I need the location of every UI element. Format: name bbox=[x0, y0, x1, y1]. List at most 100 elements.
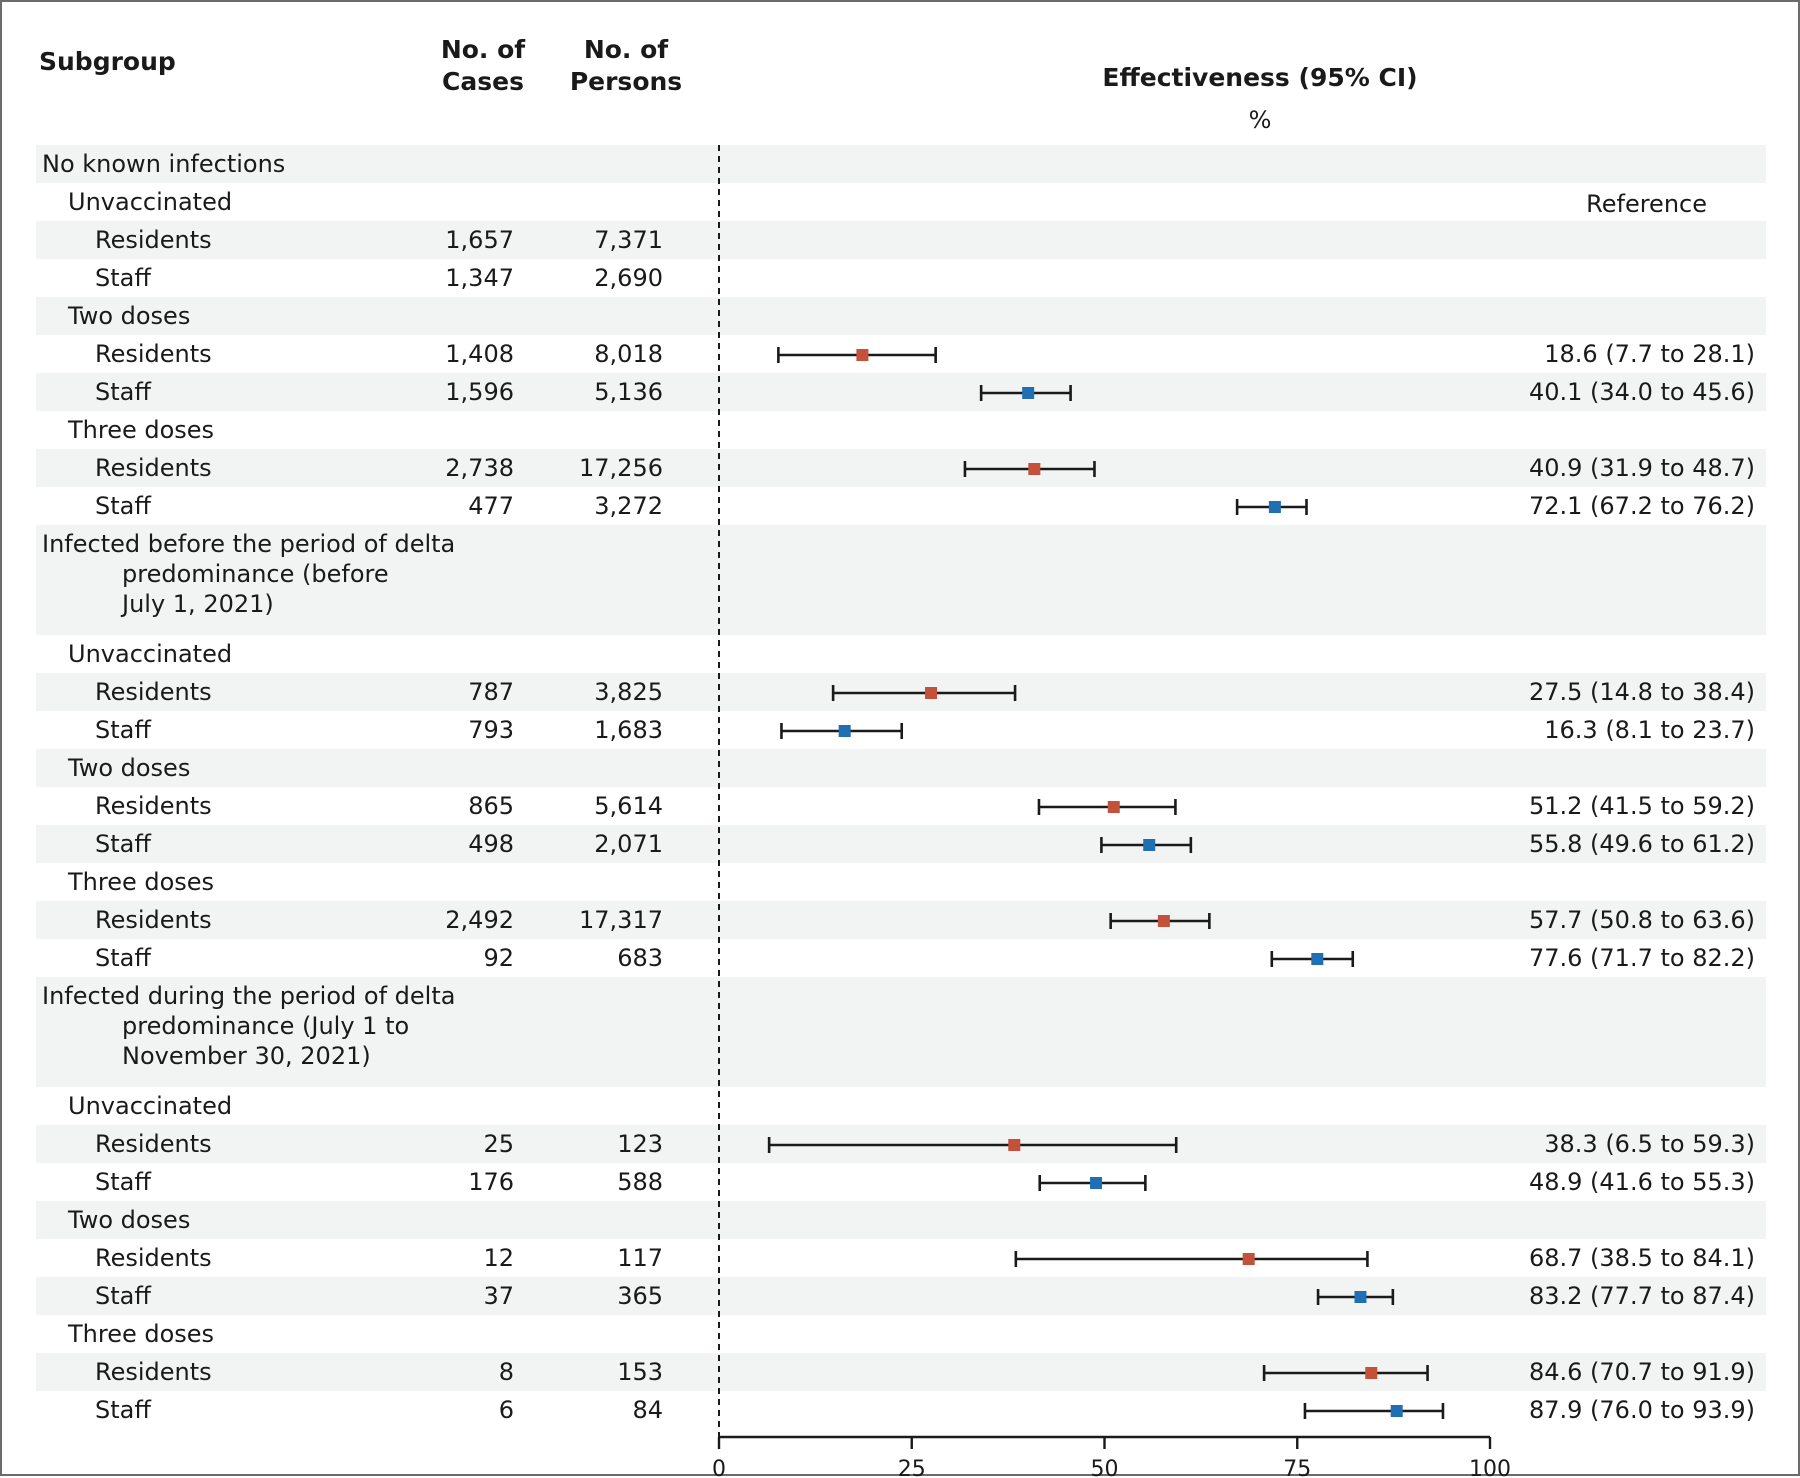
subgroup-label: Unvaccinated bbox=[68, 188, 232, 216]
row-label: Residents bbox=[95, 1244, 212, 1272]
cases-value: 2,492 bbox=[445, 906, 514, 934]
row-label: Staff bbox=[95, 1396, 151, 1424]
ci-text: 84.6 (70.7 to 91.9) bbox=[1529, 1358, 1755, 1386]
row-labels: No known infections Unvaccinated Reference… bbox=[42, 150, 1755, 1424]
header-cases-line1: No. of bbox=[441, 35, 526, 64]
persons-value: 5,614 bbox=[594, 792, 663, 820]
row-band bbox=[36, 145, 1766, 183]
cases-value: 176 bbox=[468, 1168, 514, 1196]
group-label: predominance (before bbox=[122, 560, 389, 588]
persons-value: 117 bbox=[617, 1244, 663, 1272]
persons-value: 7,371 bbox=[594, 226, 663, 254]
persons-value: 365 bbox=[617, 1282, 663, 1310]
x-tick-label: 25 bbox=[898, 1457, 926, 1478]
row-label: Staff bbox=[95, 944, 151, 972]
point-estimate bbox=[1242, 1253, 1255, 1265]
header-persons-line1: No. of bbox=[584, 35, 669, 64]
cases-value: 477 bbox=[468, 492, 514, 520]
point-estimate bbox=[1090, 1177, 1103, 1189]
persons-value: 8,018 bbox=[594, 340, 663, 368]
cases-value: 1,657 bbox=[445, 226, 514, 254]
cases-value: 92 bbox=[483, 944, 514, 972]
persons-value: 2,071 bbox=[594, 830, 663, 858]
row-label: Staff bbox=[95, 378, 151, 406]
ci-text: 77.6 (71.7 to 82.2) bbox=[1529, 944, 1755, 972]
persons-value: 17,256 bbox=[579, 454, 663, 482]
point-estimate bbox=[838, 725, 851, 737]
point-estimate bbox=[1365, 1367, 1378, 1379]
persons-value: 123 bbox=[617, 1130, 663, 1158]
ci-text: 72.1 (67.2 to 76.2) bbox=[1529, 492, 1755, 520]
cases-value: 1,408 bbox=[445, 340, 514, 368]
persons-value: 84 bbox=[632, 1396, 663, 1424]
row-band bbox=[36, 449, 1766, 487]
persons-value: 17,317 bbox=[579, 906, 663, 934]
ci-text: 18.6 (7.7 to 28.1) bbox=[1544, 340, 1755, 368]
header-cases-line2: Cases bbox=[442, 67, 524, 96]
subgroup-label: Three doses bbox=[67, 1320, 214, 1348]
x-tick-label: 50 bbox=[1091, 1457, 1119, 1478]
point-estimate bbox=[1311, 953, 1324, 965]
header-persons-line2: Persons bbox=[570, 67, 682, 96]
x-tick-label: 75 bbox=[1283, 1457, 1311, 1478]
point-estimate bbox=[1143, 839, 1156, 851]
ci-text: 57.7 (50.8 to 63.6) bbox=[1529, 906, 1755, 934]
cases-value: 12 bbox=[483, 1244, 514, 1272]
column-headers: Subgroup No. of Cases No. of Persons Eff… bbox=[39, 35, 1418, 134]
subgroup-label: Two doses bbox=[67, 1206, 190, 1234]
row-bands bbox=[36, 145, 1766, 1391]
cases-value: 6 bbox=[499, 1396, 514, 1424]
row-label: Staff bbox=[95, 830, 151, 858]
group-label: November 30, 2021) bbox=[122, 1042, 371, 1070]
ci-text: 16.3 (8.1 to 23.7) bbox=[1544, 716, 1755, 744]
persons-value: 1,683 bbox=[594, 716, 663, 744]
point-estimate bbox=[1354, 1291, 1367, 1303]
ci-text: 51.2 (41.5 to 59.2) bbox=[1529, 792, 1755, 820]
ci-text: 48.9 (41.6 to 55.3) bbox=[1529, 1168, 1755, 1196]
cases-value: 793 bbox=[468, 716, 514, 744]
subgroup-label: Two doses bbox=[67, 302, 190, 330]
reference-label: Reference bbox=[1586, 190, 1707, 218]
row-label: Staff bbox=[95, 716, 151, 744]
persons-value: 588 bbox=[617, 1168, 663, 1196]
header-subgroup: Subgroup bbox=[39, 47, 176, 76]
row-band bbox=[36, 297, 1766, 335]
subgroup-label: Unvaccinated bbox=[68, 640, 232, 668]
row-label: Staff bbox=[95, 492, 151, 520]
row-label: Residents bbox=[95, 1358, 212, 1386]
row-label: Residents bbox=[95, 792, 212, 820]
persons-value: 683 bbox=[617, 944, 663, 972]
group-label: July 1, 2021) bbox=[120, 590, 274, 618]
row-band bbox=[36, 1277, 1766, 1315]
cases-value: 498 bbox=[468, 830, 514, 858]
point-estimate bbox=[1028, 463, 1041, 475]
row-label: Residents bbox=[95, 340, 212, 368]
row-label: Residents bbox=[95, 906, 212, 934]
point-estimate bbox=[1107, 801, 1120, 813]
persons-value: 2,690 bbox=[594, 264, 663, 292]
row-band bbox=[36, 525, 1766, 635]
plot-marks bbox=[767, 347, 1445, 1419]
x-tick-label: 0 bbox=[712, 1457, 726, 1478]
ci-text: 87.9 (76.0 to 93.9) bbox=[1529, 1396, 1755, 1424]
persons-value: 153 bbox=[617, 1358, 663, 1386]
row-band bbox=[36, 221, 1766, 259]
group-label: predominance (July 1 to bbox=[122, 1012, 409, 1040]
row-band bbox=[36, 1353, 1766, 1391]
row-label: Staff bbox=[95, 264, 151, 292]
row-band bbox=[36, 825, 1766, 863]
persons-value: 3,272 bbox=[594, 492, 663, 520]
cases-value: 2,738 bbox=[445, 454, 514, 482]
row-band bbox=[36, 373, 1766, 411]
persons-value: 5,136 bbox=[594, 378, 663, 406]
row-band bbox=[36, 977, 1766, 1087]
persons-value: 3,825 bbox=[594, 678, 663, 706]
row-label: Residents bbox=[95, 1130, 212, 1158]
row-label: Residents bbox=[95, 454, 212, 482]
ci-text: 68.7 (38.5 to 84.1) bbox=[1529, 1244, 1755, 1272]
row-label: Staff bbox=[95, 1168, 151, 1196]
ci-text: 83.2 (77.7 to 87.4) bbox=[1529, 1282, 1755, 1310]
cases-value: 37 bbox=[483, 1282, 514, 1310]
